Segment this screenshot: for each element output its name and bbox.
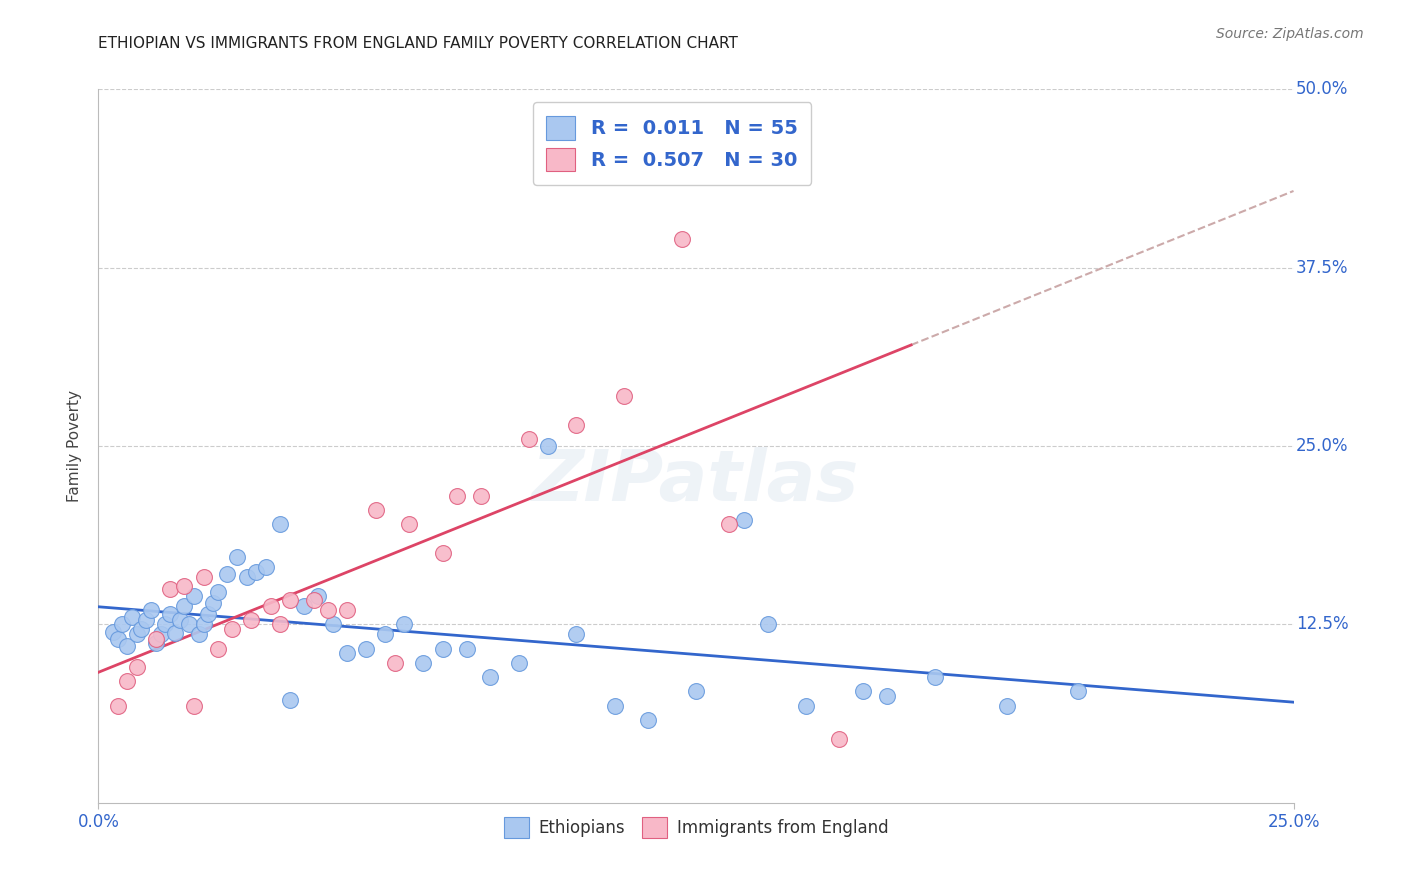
- Point: [924, 670, 946, 684]
- Point: [364, 503, 387, 517]
- Point: [207, 641, 229, 656]
- Point: [794, 698, 817, 713]
- Point: [517, 432, 540, 446]
- Point: [159, 582, 181, 596]
- Point: [995, 698, 1018, 713]
- Point: [354, 641, 377, 656]
- Point: [565, 417, 588, 432]
- Point: [149, 627, 172, 641]
- Point: [139, 603, 162, 617]
- Point: [254, 560, 277, 574]
- Point: [603, 698, 626, 713]
- Point: [193, 570, 215, 584]
- Point: [302, 593, 325, 607]
- Point: [685, 684, 707, 698]
- Point: [508, 656, 530, 670]
- Point: [398, 517, 420, 532]
- Point: [179, 617, 201, 632]
- Legend: Ethiopians, Immigrants from England: Ethiopians, Immigrants from England: [496, 811, 896, 845]
- Point: [183, 589, 205, 603]
- Text: 37.5%: 37.5%: [1296, 259, 1348, 277]
- Y-axis label: Family Poverty: Family Poverty: [67, 390, 83, 502]
- Point: [412, 656, 434, 670]
- Point: [336, 603, 359, 617]
- Point: [217, 567, 239, 582]
- Point: [135, 613, 157, 627]
- Point: [852, 684, 875, 698]
- Point: [537, 439, 560, 453]
- Point: [202, 596, 225, 610]
- Point: [394, 617, 416, 632]
- Point: [780, 156, 803, 170]
- Point: [115, 639, 138, 653]
- Point: [456, 641, 478, 656]
- Point: [121, 610, 143, 624]
- Point: [131, 622, 153, 636]
- Point: [169, 613, 191, 627]
- Point: [115, 674, 138, 689]
- Point: [756, 617, 779, 632]
- Point: [1067, 684, 1090, 698]
- Point: [145, 632, 167, 646]
- Point: [207, 584, 229, 599]
- Point: [432, 641, 454, 656]
- Point: [163, 626, 186, 640]
- Point: [107, 632, 129, 646]
- Point: [173, 579, 195, 593]
- Point: [159, 607, 181, 622]
- Point: [101, 624, 124, 639]
- Point: [278, 593, 301, 607]
- Point: [245, 565, 267, 579]
- Point: [876, 689, 898, 703]
- Point: [145, 636, 167, 650]
- Point: [307, 589, 329, 603]
- Point: [221, 622, 243, 636]
- Point: [111, 617, 134, 632]
- Point: [374, 627, 396, 641]
- Point: [269, 517, 291, 532]
- Point: [637, 713, 659, 727]
- Point: [193, 617, 215, 632]
- Point: [259, 599, 281, 613]
- Point: [828, 731, 851, 746]
- Text: Source: ZipAtlas.com: Source: ZipAtlas.com: [1216, 27, 1364, 41]
- Text: ZIPatlas: ZIPatlas: [533, 447, 859, 516]
- Text: 25.0%: 25.0%: [1296, 437, 1348, 455]
- Point: [197, 607, 219, 622]
- Text: 50.0%: 50.0%: [1296, 80, 1348, 98]
- Point: [470, 489, 492, 503]
- Point: [187, 627, 209, 641]
- Point: [479, 670, 502, 684]
- Point: [240, 613, 263, 627]
- Point: [316, 603, 339, 617]
- Point: [733, 513, 755, 527]
- Point: [125, 627, 148, 641]
- Point: [671, 232, 693, 246]
- Point: [718, 517, 741, 532]
- Point: [613, 389, 636, 403]
- Point: [125, 660, 148, 674]
- Point: [173, 599, 195, 613]
- Point: [565, 627, 588, 641]
- Point: [107, 698, 129, 713]
- Text: 12.5%: 12.5%: [1296, 615, 1348, 633]
- Point: [235, 570, 257, 584]
- Point: [155, 617, 177, 632]
- Point: [336, 646, 359, 660]
- Text: ETHIOPIAN VS IMMIGRANTS FROM ENGLAND FAMILY POVERTY CORRELATION CHART: ETHIOPIAN VS IMMIGRANTS FROM ENGLAND FAM…: [98, 36, 738, 51]
- Point: [269, 617, 291, 632]
- Point: [322, 617, 344, 632]
- Point: [446, 489, 468, 503]
- Point: [183, 698, 205, 713]
- Point: [292, 599, 315, 613]
- Point: [226, 550, 249, 565]
- Point: [432, 546, 454, 560]
- Point: [384, 656, 406, 670]
- Point: [278, 693, 301, 707]
